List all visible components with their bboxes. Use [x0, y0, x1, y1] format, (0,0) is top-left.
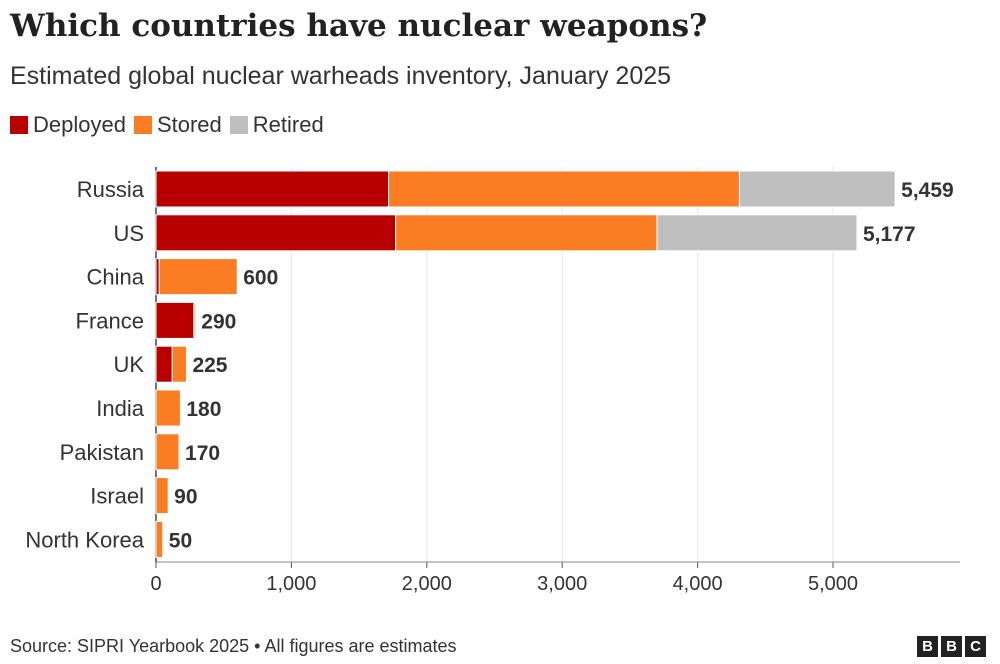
bbc-logo: B B C: [917, 636, 986, 657]
legend-deployed: Deployed: [10, 112, 126, 138]
category-label: Pakistan: [60, 440, 144, 465]
bar-stored: [171, 345, 187, 383]
bar-stored: [193, 301, 196, 339]
bar-deployed: [155, 214, 397, 252]
logo-letter: C: [965, 636, 986, 657]
bar-deployed: [155, 170, 390, 208]
bar-stored: [388, 170, 740, 208]
bar-stored: [155, 389, 181, 427]
bar-stored: [155, 477, 169, 515]
legend-swatch: [229, 116, 248, 134]
total-label: 600: [243, 267, 278, 290]
category-label: Israel: [90, 484, 144, 509]
category-label: France: [76, 308, 144, 333]
total-label: 225: [192, 354, 227, 377]
legend-swatch: [133, 116, 152, 134]
bar-stored: [155, 520, 164, 558]
x-tick-label: 5,000: [808, 573, 858, 595]
bar-deployed: [155, 345, 173, 383]
total-label: 5,177: [863, 223, 916, 246]
legend-retired: Retired: [229, 112, 324, 138]
legend-label: Stored: [156, 112, 222, 137]
legend-swatch: [10, 116, 28, 134]
legend-label: Deployed: [33, 112, 126, 137]
category-label: Russia: [77, 177, 145, 202]
x-tick-label: 1,000: [266, 573, 316, 595]
bar-retired: [656, 214, 858, 252]
legend: Deployed Stored Retired: [10, 112, 332, 138]
bar-stored: [155, 433, 180, 471]
legend-label: Retired: [252, 112, 324, 137]
logo-letter: B: [941, 636, 962, 657]
total-label: 90: [174, 486, 197, 509]
x-tick-label: 4,000: [673, 573, 723, 595]
x-tick-label: 0: [150, 573, 161, 595]
source-note: Source: SIPRI Yearbook 2025 • All figure…: [10, 636, 457, 656]
x-tick-label: 2,000: [402, 573, 452, 595]
bar-deployed: [155, 301, 195, 339]
total-label: 170: [185, 442, 220, 465]
bar-retired: [738, 170, 896, 208]
chart-subtitle: Estimated global nuclear warheads invent…: [10, 62, 672, 90]
category-label: UK: [113, 352, 144, 377]
x-tick-label: 3,000: [537, 573, 587, 595]
chart-title: Which countries have nuclear weapons?: [10, 8, 708, 44]
total-label: 5,459: [901, 179, 954, 202]
total-label: 290: [201, 310, 236, 333]
category-label: India: [96, 396, 144, 421]
category-label: US: [113, 221, 144, 246]
logo-letter: B: [917, 636, 938, 657]
bar-stored: [395, 214, 658, 252]
total-label: 50: [169, 529, 192, 552]
category-label: China: [87, 265, 145, 290]
legend-stored: Stored: [133, 112, 222, 138]
bar-stored: [158, 258, 238, 296]
total-label: 180: [186, 398, 221, 421]
category-label: North Korea: [25, 527, 144, 552]
